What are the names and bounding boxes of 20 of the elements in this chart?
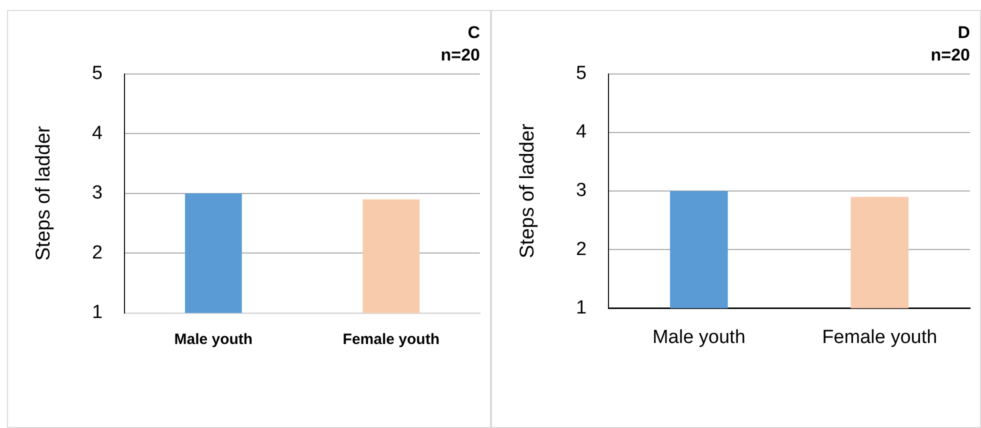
chart-subtitle: n=20 bbox=[440, 45, 480, 64]
x-tick-label: Male youth bbox=[652, 326, 746, 348]
x-tick-label: Male youth bbox=[174, 331, 253, 348]
y-tick-label: 3 bbox=[576, 180, 587, 202]
y-axis-title: Steps of ladder bbox=[516, 123, 539, 258]
y-tick-label: 3 bbox=[92, 182, 103, 204]
y-tick-label: 2 bbox=[576, 238, 587, 260]
x-tick-label: Female youth bbox=[342, 331, 440, 348]
y-tick-label: 4 bbox=[576, 122, 587, 143]
y-axis-title: Steps of ladder bbox=[32, 126, 55, 261]
y-tick-label: 1 bbox=[92, 302, 103, 324]
chart-subtitle: n=20 bbox=[930, 45, 970, 64]
y-tick-label: 1 bbox=[576, 297, 587, 318]
y-tick-label: 5 bbox=[92, 63, 103, 84]
y-tick-label: 2 bbox=[92, 242, 103, 264]
y-tick-label: 4 bbox=[92, 122, 103, 144]
chart-title: C bbox=[468, 22, 480, 42]
x-tick-label: Female youth bbox=[822, 326, 938, 348]
y-tick-label: 5 bbox=[576, 63, 587, 84]
chart-title: D bbox=[958, 22, 970, 42]
